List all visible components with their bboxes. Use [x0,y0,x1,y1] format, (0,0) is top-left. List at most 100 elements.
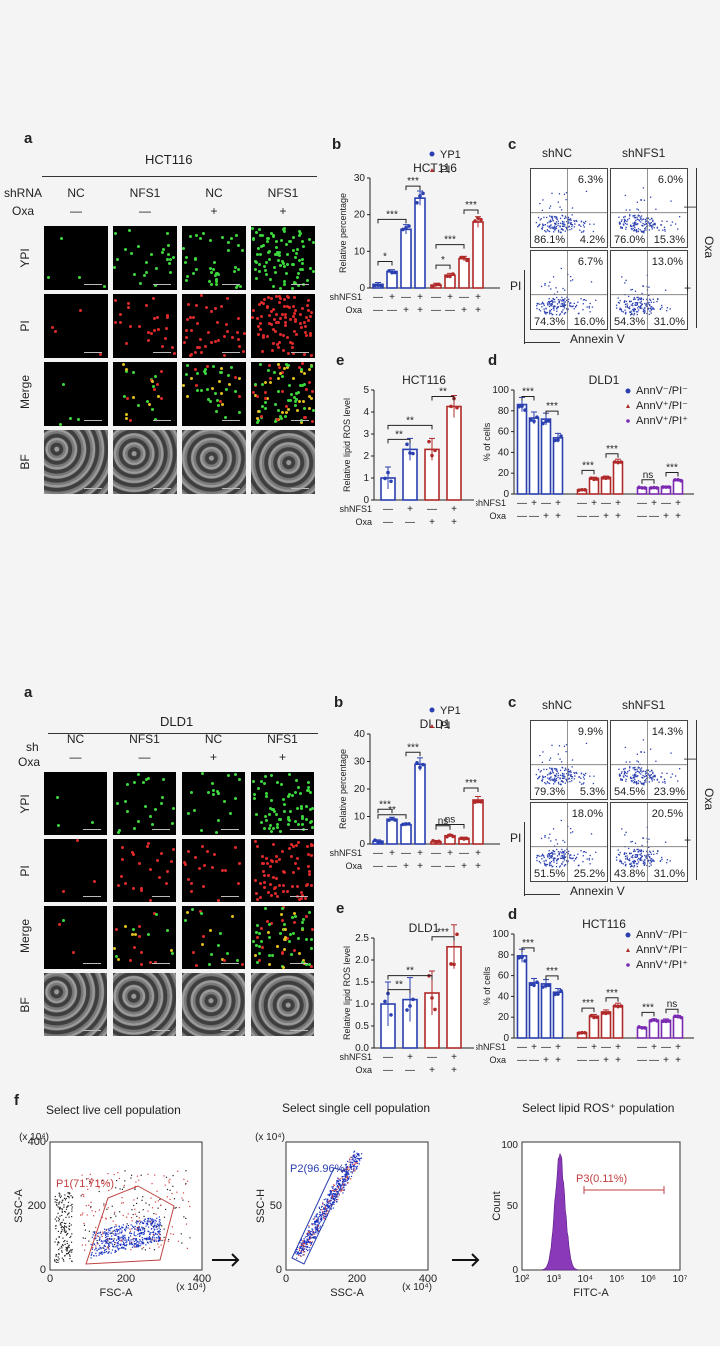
event-dot [636,303,639,305]
sig-bracket [431,936,455,941]
event-dot [637,223,639,225]
sh-sign: — [373,292,383,303]
event-dot [640,770,642,772]
event-dot [637,782,640,785]
event-dot [637,309,640,311]
data-point [673,1014,677,1019]
fluorescence-image [44,226,108,290]
event-dot [154,1237,156,1239]
event-dot [107,1238,109,1240]
sh-sign: — [601,1042,611,1053]
oxa-sign: — [387,861,397,872]
event-dot [645,856,647,858]
event-dot [326,1205,329,1207]
event-dot [633,782,635,784]
sh-sign: + [675,1042,681,1053]
y-axis-title: SSC-A [13,1189,25,1223]
event-dot [325,1205,327,1207]
event-dot [652,775,654,778]
event-dot [353,1160,355,1162]
event-dot [303,1238,305,1240]
event-dot [548,301,550,304]
event-dot [550,857,553,859]
event-dot [106,1240,108,1242]
event-dot [109,1241,111,1243]
column-oxa-label: — [69,750,82,764]
event-dot [122,1234,124,1236]
event-dot [550,305,553,307]
event-dot [323,1218,325,1220]
event-dot [347,1172,350,1174]
event-dot [102,1231,104,1233]
event-dot [105,1218,107,1220]
event-dot [351,1158,354,1160]
event-dot [551,219,554,221]
event-dot [68,1246,70,1249]
event-dot [353,1165,355,1167]
y-tick-label: 30 [354,757,366,768]
event-dot [549,767,551,769]
event-dot [136,1228,139,1231]
event-dot [567,852,570,855]
data-point [389,479,393,484]
event-dot [539,303,541,305]
event-dot [640,857,642,859]
event-dot [122,1240,124,1242]
event-dot [549,221,551,223]
event-dot [114,1234,116,1236]
event-dot [112,1240,114,1243]
event-dot [562,839,564,842]
event-dot [139,1232,141,1234]
event-dot [103,1203,105,1205]
event-dot [314,1233,316,1235]
event-dot [561,777,564,779]
event-dot [631,228,633,231]
event-dot [650,309,653,311]
event-dot [333,1201,335,1204]
event-dot [142,1227,144,1230]
event-dot [664,230,666,232]
event-dot [108,1251,110,1253]
event-dot [341,1175,343,1178]
event-dot [346,1177,348,1179]
event-dot [644,223,646,225]
event-dot [566,851,568,854]
event-dot [172,1185,174,1187]
event-dot [350,1161,352,1163]
event-dot [630,300,632,302]
event-dot [640,199,642,201]
y-axis-title: Relative percentage [338,193,348,273]
event-dot [589,775,591,777]
sig-label: ** [439,387,447,398]
event-dot [571,776,574,778]
event-dot [649,218,651,221]
event-dot [307,1233,309,1235]
event-dot [541,858,543,860]
event-dot [106,1239,108,1241]
event-dot [625,858,627,860]
column-sh-label: NC [67,186,85,200]
event-dot [560,761,563,763]
event-dot [99,1253,101,1255]
data-point [532,419,536,424]
event-dot [121,1202,123,1204]
event-dot [653,853,655,856]
event-dot [628,307,631,310]
event-dot [124,1244,126,1246]
data-point [544,419,548,424]
event-dot [640,852,642,854]
event-dot [185,1217,187,1220]
row-label: BF [18,996,32,1013]
event-dot [652,223,654,226]
event-dot [317,1221,319,1223]
event-dot [346,1168,348,1170]
event-dot [130,1235,132,1237]
event-dot [133,1243,135,1245]
quadrant-lr: 25.2% [574,868,605,880]
event-dot [112,1246,115,1248]
event-dot [624,746,626,749]
event-dot [327,1194,329,1196]
event-dot [649,777,651,779]
event-dot [562,774,564,776]
